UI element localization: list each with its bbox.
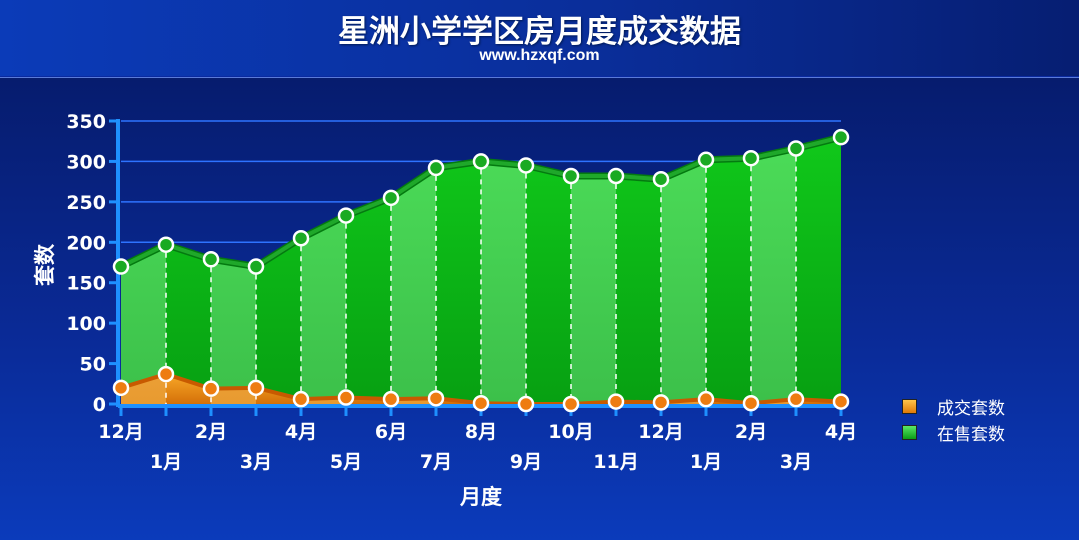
point-listings-2 [202, 251, 220, 268]
band-listings-8 [481, 137, 526, 404]
point-listings-5 [337, 207, 355, 224]
x-tick-label-7: 7月 [420, 451, 452, 473]
point-listings-3 [247, 258, 265, 275]
point-listings-15 [787, 140, 805, 157]
point-deals-13 [697, 390, 715, 408]
x-tick-label-14: 2月 [735, 421, 767, 443]
x-tick-label-10: 10月 [548, 421, 593, 443]
point-deals-12 [652, 394, 670, 411]
band-listings-2 [211, 137, 256, 404]
point-listings-4 [292, 229, 310, 247]
x-tick-label-5: 5月 [330, 451, 362, 473]
point-deals-10 [562, 395, 580, 413]
y-axis-label: 套数 [33, 243, 57, 286]
legend-swatch-deals [902, 398, 917, 414]
point-deals-4 [292, 390, 310, 408]
point-deals-7 [427, 390, 445, 407]
point-deals-9 [517, 395, 535, 413]
point-deals-11 [607, 393, 625, 410]
legend-swatch-listings [902, 424, 917, 440]
point-deals-6 [382, 390, 400, 408]
point-listings-14 [742, 149, 760, 167]
x-tick-label-9: 9月 [510, 451, 542, 473]
legend: 成交套数 在售套数 [902, 393, 1005, 445]
x-tick-label-12: 12月 [638, 421, 683, 443]
x-tick-label-3: 3月 [240, 451, 272, 473]
point-listings-1 [157, 236, 175, 253]
point-listings-6 [382, 189, 400, 207]
x-tick-label-0: 12月 [98, 421, 143, 443]
y-tick-label-250: 250 [66, 192, 106, 214]
y-tick-label-200: 200 [66, 232, 106, 254]
x-tick-label-2: 2月 [195, 421, 227, 443]
point-deals-2 [202, 380, 220, 397]
y-tick-label-0: 0 [93, 394, 106, 416]
legend-label-deals: 成交套数 [937, 398, 1005, 419]
point-deals-1 [157, 365, 175, 383]
legend-item-deals: 成交套数 [902, 393, 1005, 419]
x-tick-label-15: 3月 [780, 451, 812, 473]
x-tick-label-8: 8月 [465, 421, 497, 443]
point-listings-11 [607, 167, 625, 185]
point-deals-5 [337, 389, 355, 406]
point-listings-0 [112, 258, 130, 275]
y-tick-label-50: 50 [80, 354, 106, 376]
x-tick-label-13: 1月 [690, 451, 722, 473]
point-deals-14 [742, 394, 760, 412]
x-tick-label-11: 11月 [593, 451, 638, 473]
band-listings-4 [301, 137, 346, 404]
point-deals-15 [787, 390, 805, 408]
data-points [112, 128, 850, 413]
band-listings-14 [751, 137, 796, 404]
point-listings-8 [472, 153, 490, 170]
y-tick-label-300: 300 [66, 151, 106, 173]
y-tick-label-100: 100 [66, 313, 106, 335]
band-listings-12 [661, 137, 706, 404]
legend-item-listings: 在售套数 [902, 419, 1005, 445]
x-axis-label: 月度 [459, 485, 502, 509]
header: 星洲小学学区房月度成交数据 www.hzxqf.com [0, 0, 1079, 76]
x-tick-label-6: 6月 [375, 421, 407, 443]
x-tick-label-4: 4月 [285, 421, 317, 443]
area-deals [121, 374, 841, 404]
y-tick-label-350: 350 [66, 111, 106, 133]
point-deals-16 [832, 393, 850, 410]
x-tick-label-16: 4月 [825, 421, 857, 443]
band-listings-10 [571, 137, 616, 404]
chart-title: 星洲小学学区房月度成交数据 [338, 14, 741, 50]
point-listings-7 [427, 159, 445, 177]
band-listings-6 [391, 137, 436, 404]
legend-label-listings: 在售套数 [937, 424, 1005, 445]
point-deals-0 [112, 379, 130, 397]
point-listings-9 [517, 157, 535, 174]
point-deals-8 [472, 394, 490, 412]
point-deals-3 [247, 379, 265, 397]
area-layer [119, 133, 842, 406]
chart-subtitle: www.hzxqf.com [479, 47, 600, 64]
point-listings-16 [832, 128, 850, 146]
x-tick-label-1: 1月 [150, 451, 182, 473]
point-listings-13 [697, 151, 715, 169]
y-tick-label-150: 150 [66, 273, 106, 295]
point-listings-10 [562, 167, 580, 185]
point-listings-12 [652, 170, 670, 188]
